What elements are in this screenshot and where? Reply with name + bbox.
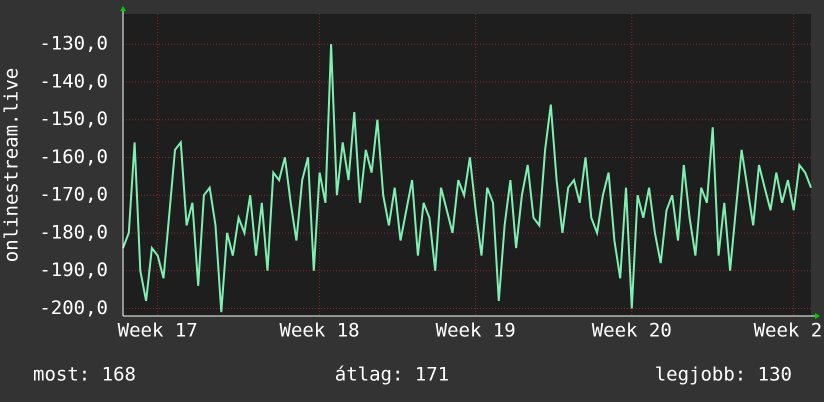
x-tick-label: Week 17 bbox=[118, 320, 198, 342]
y-tick-label: -130,0 bbox=[39, 33, 108, 55]
x-tick-label: Week 20 bbox=[592, 320, 672, 342]
y-axis-arrow bbox=[120, 6, 126, 11]
y-tick-label: -140,0 bbox=[39, 70, 108, 92]
x-axis-arrow bbox=[815, 313, 820, 319]
x-tick-label: Week 21 bbox=[754, 320, 824, 342]
y-tick-label: -150,0 bbox=[39, 108, 108, 130]
x-tick-label: Week 18 bbox=[280, 320, 360, 342]
y-tick-label: -170,0 bbox=[39, 184, 108, 206]
y-tick-label: -180,0 bbox=[39, 221, 108, 243]
footer-average: átlag: 171 bbox=[335, 364, 449, 386]
data-line bbox=[122, 44, 812, 313]
footer-current: most: 168 bbox=[33, 364, 136, 386]
footer-best: legjobb: 130 bbox=[655, 364, 792, 386]
plot-area bbox=[123, 14, 811, 316]
x-tick-label: Week 19 bbox=[436, 320, 516, 342]
y-tick-label: -190,0 bbox=[39, 259, 108, 281]
y-tick-label: -160,0 bbox=[39, 146, 108, 168]
y-axis-label: onlinestream.live bbox=[1, 68, 23, 262]
y-tick-label: -200,0 bbox=[39, 297, 108, 319]
